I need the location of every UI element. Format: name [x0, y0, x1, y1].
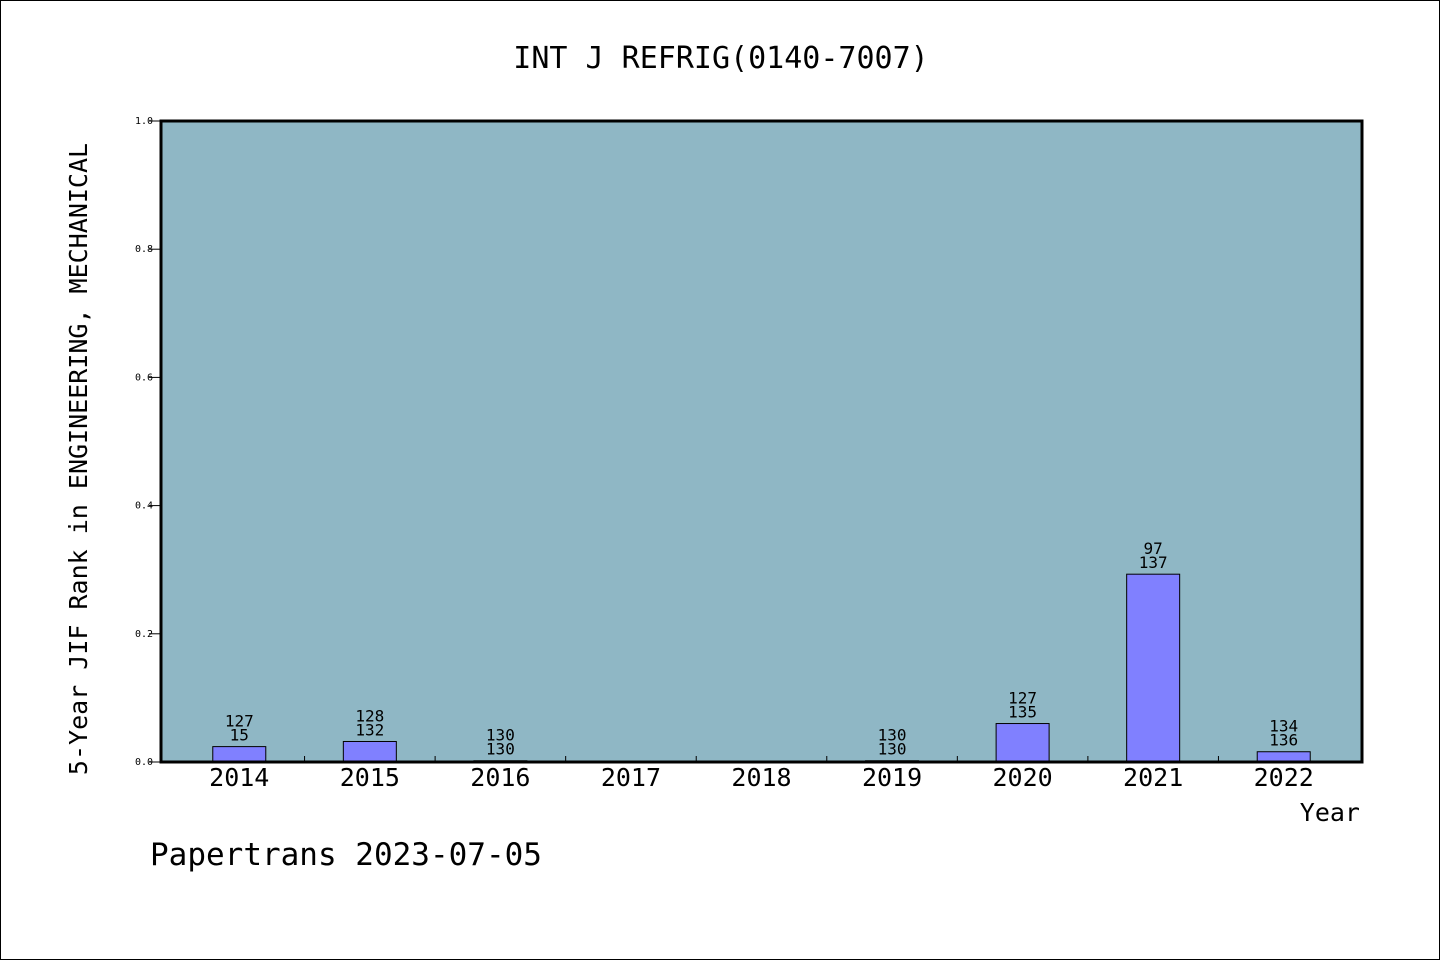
x-tick-label: 2014 — [209, 763, 269, 792]
x-tick-label: 2016 — [470, 763, 530, 792]
x-tick-label: 2018 — [731, 763, 791, 792]
bar-label-top: 128 — [355, 706, 384, 725]
y-axis-label: 5-Year JIF Rank in ENGINEERING, MECHANIC… — [64, 143, 93, 775]
plot-border — [159, 119, 1364, 764]
x-tick-label: 2022 — [1254, 763, 1314, 792]
bar-2021 — [1126, 573, 1181, 763]
x-tick-label: 2019 — [862, 763, 922, 792]
x-tick-label: 2015 — [340, 763, 400, 792]
bar-label-bottom: 130 — [486, 740, 515, 759]
bar-2014 — [212, 746, 267, 763]
x-axis-label: Year — [1300, 798, 1360, 827]
bar-label-bottom: 15 — [230, 726, 249, 745]
bar-2022 — [1256, 751, 1311, 763]
bar-label-bottom: 136 — [1269, 731, 1298, 750]
bar-label-top: 127 — [1008, 689, 1037, 708]
bar-2015 — [342, 740, 397, 763]
y-tick-label: 0.6 — [135, 372, 153, 383]
bar-label-top: 97 — [1144, 539, 1163, 558]
y-tick-label: 0.2 — [135, 629, 153, 640]
bar-label-top: 134 — [1269, 717, 1298, 736]
y-tick-label: 0.0 — [135, 757, 153, 768]
bar-label-bottom: 137 — [1139, 553, 1168, 572]
bar-2020 — [995, 723, 1050, 763]
footer-watermark: Papertrans 2023-07-05 — [150, 837, 542, 873]
bar-label-top: 130 — [486, 726, 515, 745]
plot-area — [161, 121, 1362, 762]
chart-title: INT J REFRIG(0140-7007) — [513, 41, 928, 76]
x-tick-label: 2021 — [1123, 763, 1183, 792]
x-axis: 2014 2015 2016 2017 2018 2019 2020 2021 2022 — [209, 756, 1314, 792]
y-tick-label: 1.0 — [135, 116, 153, 127]
y-tick-label: 0.4 — [135, 501, 153, 512]
y-tick-label: 0.8 — [135, 244, 153, 255]
x-tick-label: 2017 — [601, 763, 661, 792]
x-tick-label: 2020 — [993, 763, 1053, 792]
bar-label-bottom: 135 — [1008, 703, 1037, 722]
y-axis: 0.0 0.2 0.4 0.6 0.8 1.0 — [135, 116, 161, 768]
bar-label-bottom: 130 — [878, 740, 907, 759]
bars-group — [212, 573, 1311, 763]
bar-label-bottom: 132 — [355, 720, 384, 739]
bar-label-top: 130 — [878, 726, 907, 745]
bar-label-top: 127 — [225, 712, 254, 731]
